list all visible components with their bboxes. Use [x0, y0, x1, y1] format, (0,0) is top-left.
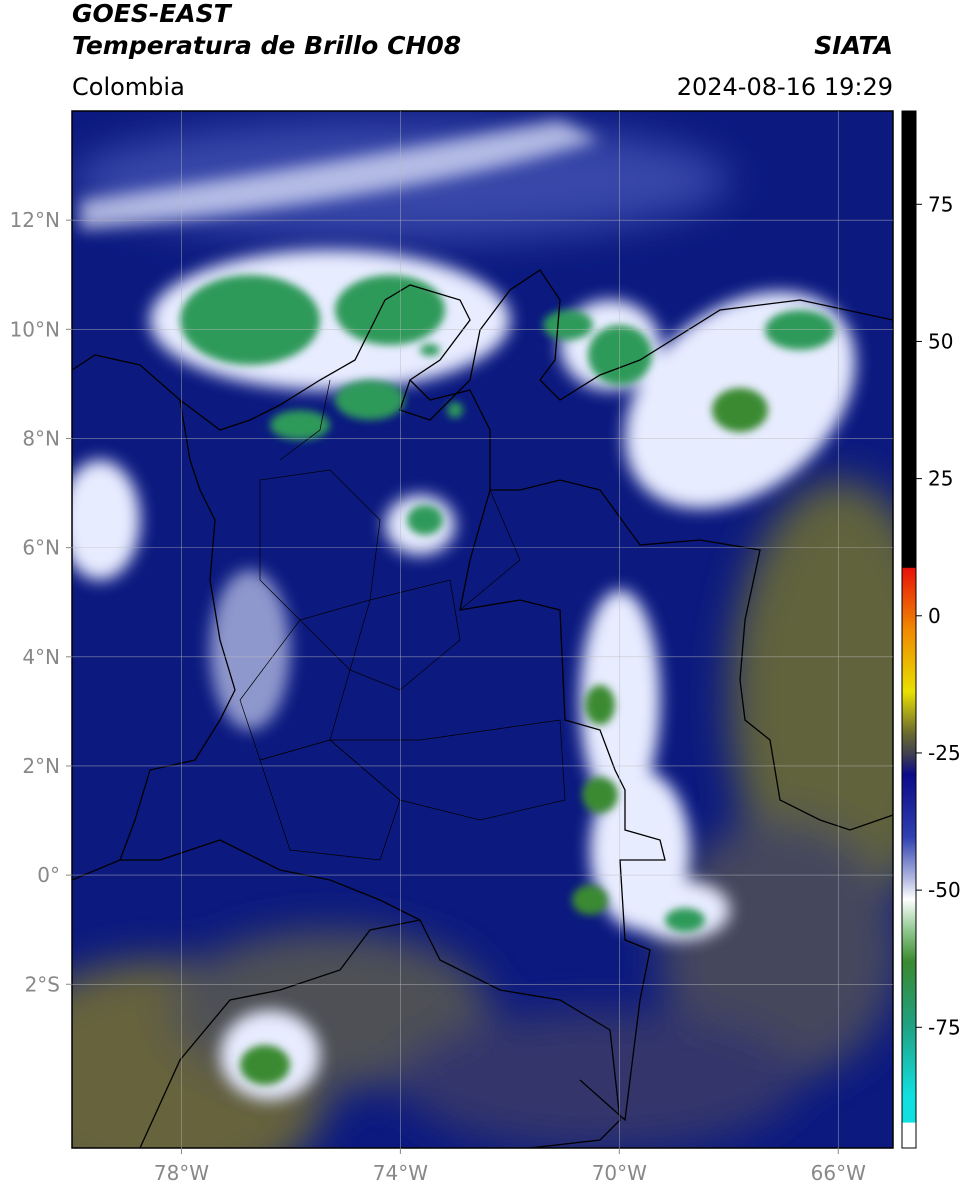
x-tick-label: 66°W — [811, 1161, 866, 1185]
colorbar-tick-label: -75 — [928, 1015, 961, 1039]
satellite-image — [72, 111, 893, 1148]
colorbar-tick-label: -50 — [928, 878, 961, 902]
colorbar — [901, 110, 917, 1149]
y-tick-label: 8°N — [22, 426, 60, 450]
y-tick-label: 2°S — [25, 972, 60, 996]
colorbar-tick-label: 50 — [928, 329, 953, 353]
x-tick-label: 74°W — [373, 1161, 428, 1185]
colorbar-tick-label: -25 — [928, 741, 961, 765]
y-tick-label: 6°N — [22, 536, 60, 560]
y-tick-label: 0° — [37, 863, 60, 887]
subtitle: Temperatura de Brillo CH08 — [72, 31, 461, 60]
y-tick-label: 4°N — [22, 645, 60, 669]
y-tick-label: 12°N — [10, 208, 60, 232]
colorbar-tick-label: 25 — [928, 467, 953, 491]
x-tick-label: 78°W — [154, 1161, 209, 1185]
title: GOES-EAST — [72, 0, 233, 28]
plot-frame — [71, 110, 894, 1149]
source: SIATA — [814, 31, 893, 60]
colorbar-tick-label: 0 — [928, 604, 941, 628]
y-tick-label: 10°N — [10, 317, 60, 341]
x-tick-label: 70°W — [592, 1161, 647, 1185]
timestamp: 2024-08-16 19:29 — [677, 73, 893, 101]
y-tick-label: 2°N — [22, 754, 60, 778]
colorbar-tick-label: 75 — [928, 192, 953, 216]
region: Colombia — [72, 73, 185, 101]
